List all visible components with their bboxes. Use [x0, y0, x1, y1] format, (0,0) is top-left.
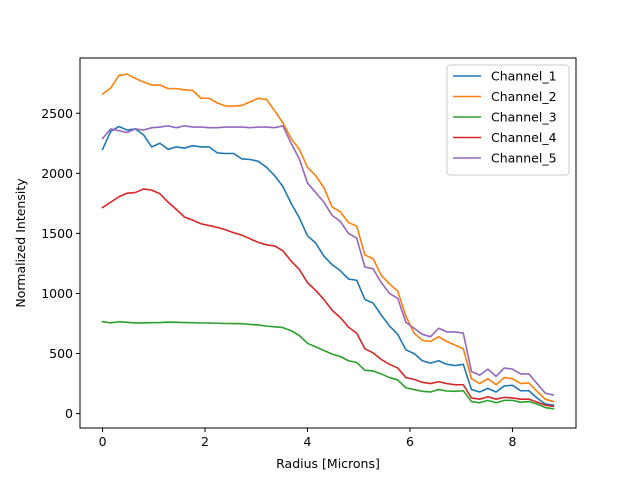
legend-box: [446, 64, 570, 176]
y-tick-label: 0: [65, 406, 73, 421]
series-line-3: [101, 320, 555, 410]
legend-label: Channel_2: [491, 89, 557, 104]
x-tick-label: 4: [304, 434, 312, 449]
x-tick-label: 8: [508, 434, 516, 449]
x-tick-label: 0: [99, 434, 107, 449]
y-tick-label: 500: [49, 346, 73, 361]
y-axis-ticks: 0 500 1000 1500 2000 2500: [41, 106, 80, 421]
legend-label: Channel_3: [491, 110, 557, 125]
y-tick-label: 1000: [41, 286, 73, 301]
legend-label: Channel_5: [491, 151, 557, 166]
y-tick-label: 2000: [41, 166, 73, 181]
y-tick-label: 2500: [41, 106, 73, 121]
y-axis-label: Normalized Intensity: [13, 178, 28, 308]
series-line-5: [101, 125, 555, 396]
series-line-1: [101, 125, 555, 407]
x-axis-label: Radius [Microns]: [276, 456, 380, 471]
series-line-2: [101, 73, 555, 403]
x-tick-label: 2: [201, 434, 209, 449]
plot-frame: [79, 57, 577, 429]
series-layer: [101, 73, 555, 410]
series-line-4: [101, 188, 555, 408]
legend-label: Channel_4: [491, 130, 557, 145]
y-tick-label: 1500: [41, 226, 73, 241]
x-tick-label: 6: [406, 434, 414, 449]
x-axis-ticks: 0 2 4 6 8: [99, 428, 516, 449]
legend-label: Channel_1: [491, 69, 557, 84]
legend: Channel_1 Channel_2 Channel_3 Channel_4 Chan…: [446, 64, 570, 176]
